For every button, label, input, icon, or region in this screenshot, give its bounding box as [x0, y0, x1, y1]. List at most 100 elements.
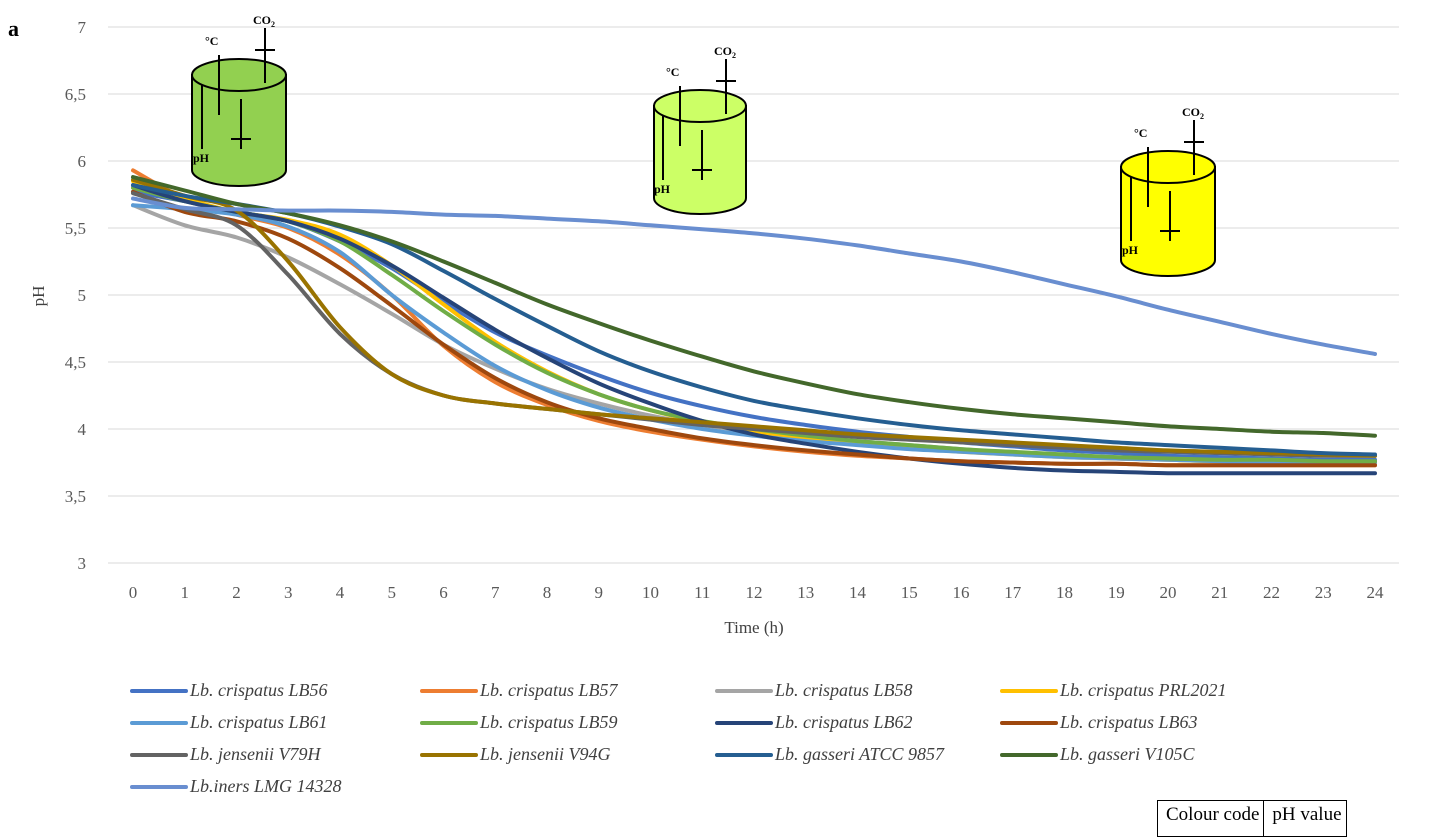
legend-swatch — [420, 752, 478, 757]
colour-code-table: Colour code pH value — [1156, 800, 1347, 837]
ph-label: pH — [1122, 243, 1139, 257]
y-tick-label: 6 — [78, 152, 87, 171]
legend-swatch — [130, 688, 188, 693]
series-line-11 — [131, 175, 1377, 438]
legend-label: Lb. crispatus LB57 — [480, 680, 618, 700]
colour-table-header-row: Colour code pH value — [1156, 800, 1347, 837]
co2-label: CO2 — [714, 44, 736, 60]
ph-label: pH — [654, 182, 671, 196]
series-line-6 — [131, 183, 1377, 476]
x-tick-label: 12 — [746, 583, 763, 602]
lime-vessel: °C CO2 pH — [653, 44, 747, 215]
legend-item: Lb. crispatus LB62 — [715, 712, 913, 733]
vessel-lid — [1120, 150, 1216, 184]
y-tick-label: 4 — [78, 420, 87, 439]
x-tick-labels: 0 1 2 3 4 5 6 7 8 9 10 11 12 13 14 15 16 17 18 19 20 21 22 23 24 — [129, 583, 1384, 602]
legend-label: Lb. jensenii V94G — [480, 744, 611, 764]
temperature-label: °C — [1134, 126, 1147, 140]
x-tick-label: 11 — [694, 583, 710, 602]
temperature-label: °C — [205, 34, 218, 48]
legend-item: Lb. crispatus LB57 — [420, 680, 618, 701]
legend-swatch — [420, 688, 478, 693]
x-tick-label: 6 — [439, 583, 448, 602]
legend-label: Lb.iners LMG 14328 — [190, 776, 342, 796]
series-line-12 — [131, 196, 1377, 356]
vessel-body — [1120, 166, 1216, 277]
legend-item: Lb. crispatus LB63 — [1000, 712, 1198, 733]
y-tick-label: 7 — [78, 18, 87, 37]
x-tick-label: 8 — [543, 583, 552, 602]
x-tick-label: 14 — [849, 583, 867, 602]
x-tick-label: 16 — [953, 583, 970, 602]
legend-item: Lb. crispatus LB58 — [715, 680, 913, 701]
legend-label: Lb. crispatus LB58 — [775, 680, 913, 700]
x-tick-label: 9 — [595, 583, 604, 602]
legend-swatch — [1000, 688, 1058, 693]
series-line-7 — [131, 189, 1377, 468]
y-tick-label: 6,5 — [65, 85, 86, 104]
legend-item: Lb. jensenii V79H — [130, 744, 321, 765]
gridlines — [108, 26, 1399, 564]
x-tick-label: 24 — [1367, 583, 1385, 602]
legend-label: Lb. crispatus LB61 — [190, 712, 328, 732]
vessel-illustrations: °C CO2 pH °C CO2 pH °C CO2 pH — [191, 13, 1216, 277]
x-tick-label: 0 — [129, 583, 138, 602]
legend-swatch — [420, 720, 478, 725]
legend-label: Lb. crispatus LB56 — [190, 680, 328, 700]
legend-swatch — [130, 752, 188, 757]
x-tick-label: 10 — [642, 583, 659, 602]
x-tick-label: 13 — [797, 583, 814, 602]
y-tick-label: 4,5 — [65, 353, 86, 372]
vessel-body — [191, 74, 287, 187]
series-line-9 — [131, 177, 1377, 458]
colour-code-header: Colour code — [1156, 800, 1265, 837]
co2-label: CO2 — [1182, 105, 1204, 121]
x-axis-title: Time (h) — [724, 618, 783, 637]
legend-item: Lb. jensenii V94G — [420, 744, 611, 765]
x-tick-label: 4 — [336, 583, 345, 602]
x-tick-label: 22 — [1263, 583, 1280, 602]
legend-label: Lb. crispatus PRL2021 — [1060, 680, 1227, 700]
legend-label: Lb. jensenii V79H — [190, 744, 321, 764]
legend-swatch — [715, 688, 773, 693]
green-vessel: °C CO2 pH — [191, 13, 287, 187]
temperature-label: °C — [666, 65, 679, 79]
legend-label: Lb. crispatus LB63 — [1060, 712, 1198, 732]
legend-item: Lb. gasseri ATCC 9857 — [715, 744, 944, 765]
x-tick-label: 15 — [901, 583, 918, 602]
series-lines — [131, 168, 1377, 476]
legend-swatch — [1000, 752, 1058, 757]
legend-swatch — [715, 720, 773, 725]
x-tick-label: 21 — [1211, 583, 1228, 602]
x-tick-label: 23 — [1315, 583, 1332, 602]
x-tick-label: 5 — [388, 583, 397, 602]
legend-item: Lb. crispatus LB61 — [130, 712, 328, 733]
vessel-body — [653, 105, 747, 215]
vessel-lid — [191, 58, 287, 92]
legend-item: Lb. crispatus LB56 — [130, 680, 328, 701]
legend-item: Lb.iners LMG 14328 — [130, 776, 342, 797]
legend-swatch — [130, 784, 188, 789]
legend-label: Lb. gasseri ATCC 9857 — [775, 744, 945, 764]
y-tick-label: 3,5 — [65, 487, 86, 506]
x-tick-label: 3 — [284, 583, 293, 602]
x-tick-label: 1 — [181, 583, 190, 602]
legend-swatch — [715, 752, 773, 757]
y-tick-label: 3 — [78, 554, 87, 573]
legend-label: Lb. gasseri V105C — [1060, 744, 1195, 764]
x-tick-label: 20 — [1160, 583, 1177, 602]
legend-swatch — [1000, 720, 1058, 725]
y-axis-title: pH — [29, 286, 48, 307]
legend-label: Lb. crispatus LB62 — [775, 712, 913, 732]
x-tick-label: 17 — [1004, 583, 1022, 602]
ph-label: pH — [193, 151, 210, 165]
co2-label: CO2 — [253, 13, 275, 29]
x-tick-label: 18 — [1056, 583, 1073, 602]
x-tick-label: 7 — [491, 583, 500, 602]
legend-item: Lb. crispatus PRL2021 — [1000, 680, 1227, 701]
ph-value-header: pH value — [1263, 800, 1347, 837]
y-tick-label: 5,5 — [65, 219, 86, 238]
legend-swatch — [130, 720, 188, 725]
legend-item: Lb. crispatus LB59 — [420, 712, 618, 733]
